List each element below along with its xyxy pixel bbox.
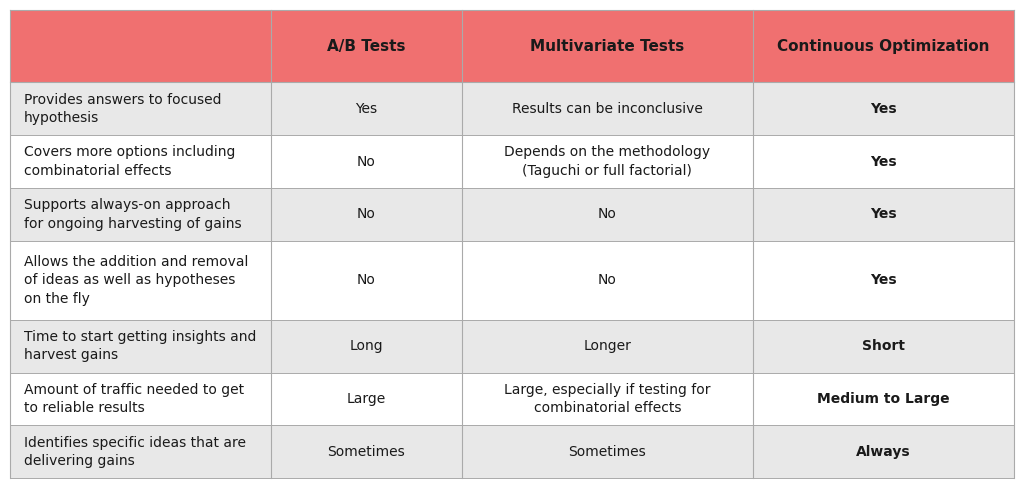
Bar [10, 373, 271, 426]
Bar [271, 10, 462, 82]
Text: Multivariate Tests: Multivariate Tests [530, 39, 684, 54]
Bar [462, 10, 753, 82]
Text: Yes: Yes [870, 207, 897, 222]
Bar [462, 188, 753, 241]
Text: Yes: Yes [870, 155, 897, 168]
Bar [462, 82, 753, 135]
Bar [10, 188, 271, 241]
Text: Provides answers to focused
hypothesis: Provides answers to focused hypothesis [24, 93, 221, 125]
Text: Identifies specific ideas that are
delivering gains: Identifies specific ideas that are deliv… [24, 436, 246, 468]
Bar [10, 320, 271, 373]
Text: Time to start getting insights and
harvest gains: Time to start getting insights and harve… [24, 330, 256, 363]
Bar [271, 426, 462, 478]
Bar [462, 426, 753, 478]
Text: No: No [357, 155, 376, 168]
Bar [271, 82, 462, 135]
Text: Large: Large [347, 392, 386, 406]
Text: Short: Short [862, 339, 905, 353]
Bar [753, 426, 1014, 478]
Text: Longer: Longer [584, 339, 631, 353]
Bar [753, 241, 1014, 320]
Bar [10, 426, 271, 478]
Text: Sometimes: Sometimes [568, 445, 646, 459]
Bar [271, 188, 462, 241]
Text: Results can be inconclusive: Results can be inconclusive [512, 102, 702, 116]
Bar [271, 373, 462, 426]
Bar [10, 82, 271, 135]
Bar [753, 320, 1014, 373]
Bar [753, 188, 1014, 241]
Bar [271, 135, 462, 188]
Text: No: No [598, 273, 616, 287]
Text: A/B Tests: A/B Tests [328, 39, 406, 54]
Bar [271, 241, 462, 320]
Text: Supports always-on approach
for ongoing harvesting of gains: Supports always-on approach for ongoing … [24, 198, 242, 230]
Text: Covers more options including
combinatorial effects: Covers more options including combinator… [24, 145, 234, 178]
Bar [462, 373, 753, 426]
Bar [462, 320, 753, 373]
Text: Medium to Large: Medium to Large [817, 392, 949, 406]
Bar [10, 10, 271, 82]
Bar [271, 320, 462, 373]
Text: Yes: Yes [355, 102, 378, 116]
Bar [10, 135, 271, 188]
Bar [10, 241, 271, 320]
Bar [753, 82, 1014, 135]
Bar [462, 135, 753, 188]
Text: No: No [357, 273, 376, 287]
Text: Long: Long [349, 339, 383, 353]
Text: Always: Always [856, 445, 910, 459]
Text: Allows the addition and removal
of ideas as well as hypotheses
on the fly: Allows the addition and removal of ideas… [24, 255, 248, 305]
Text: Yes: Yes [870, 273, 897, 287]
Bar [753, 373, 1014, 426]
Text: Sometimes: Sometimes [328, 445, 406, 459]
Text: Yes: Yes [870, 102, 897, 116]
Text: Depends on the methodology
(Taguchi or full factorial): Depends on the methodology (Taguchi or f… [504, 145, 711, 178]
Text: No: No [357, 207, 376, 222]
Text: Continuous Optimization: Continuous Optimization [777, 39, 989, 54]
Text: Amount of traffic needed to get
to reliable results: Amount of traffic needed to get to relia… [24, 383, 244, 415]
Bar [753, 10, 1014, 82]
Text: Large, especially if testing for
combinatorial effects: Large, especially if testing for combina… [504, 383, 711, 415]
Bar [753, 135, 1014, 188]
Bar [462, 241, 753, 320]
Text: No: No [598, 207, 616, 222]
